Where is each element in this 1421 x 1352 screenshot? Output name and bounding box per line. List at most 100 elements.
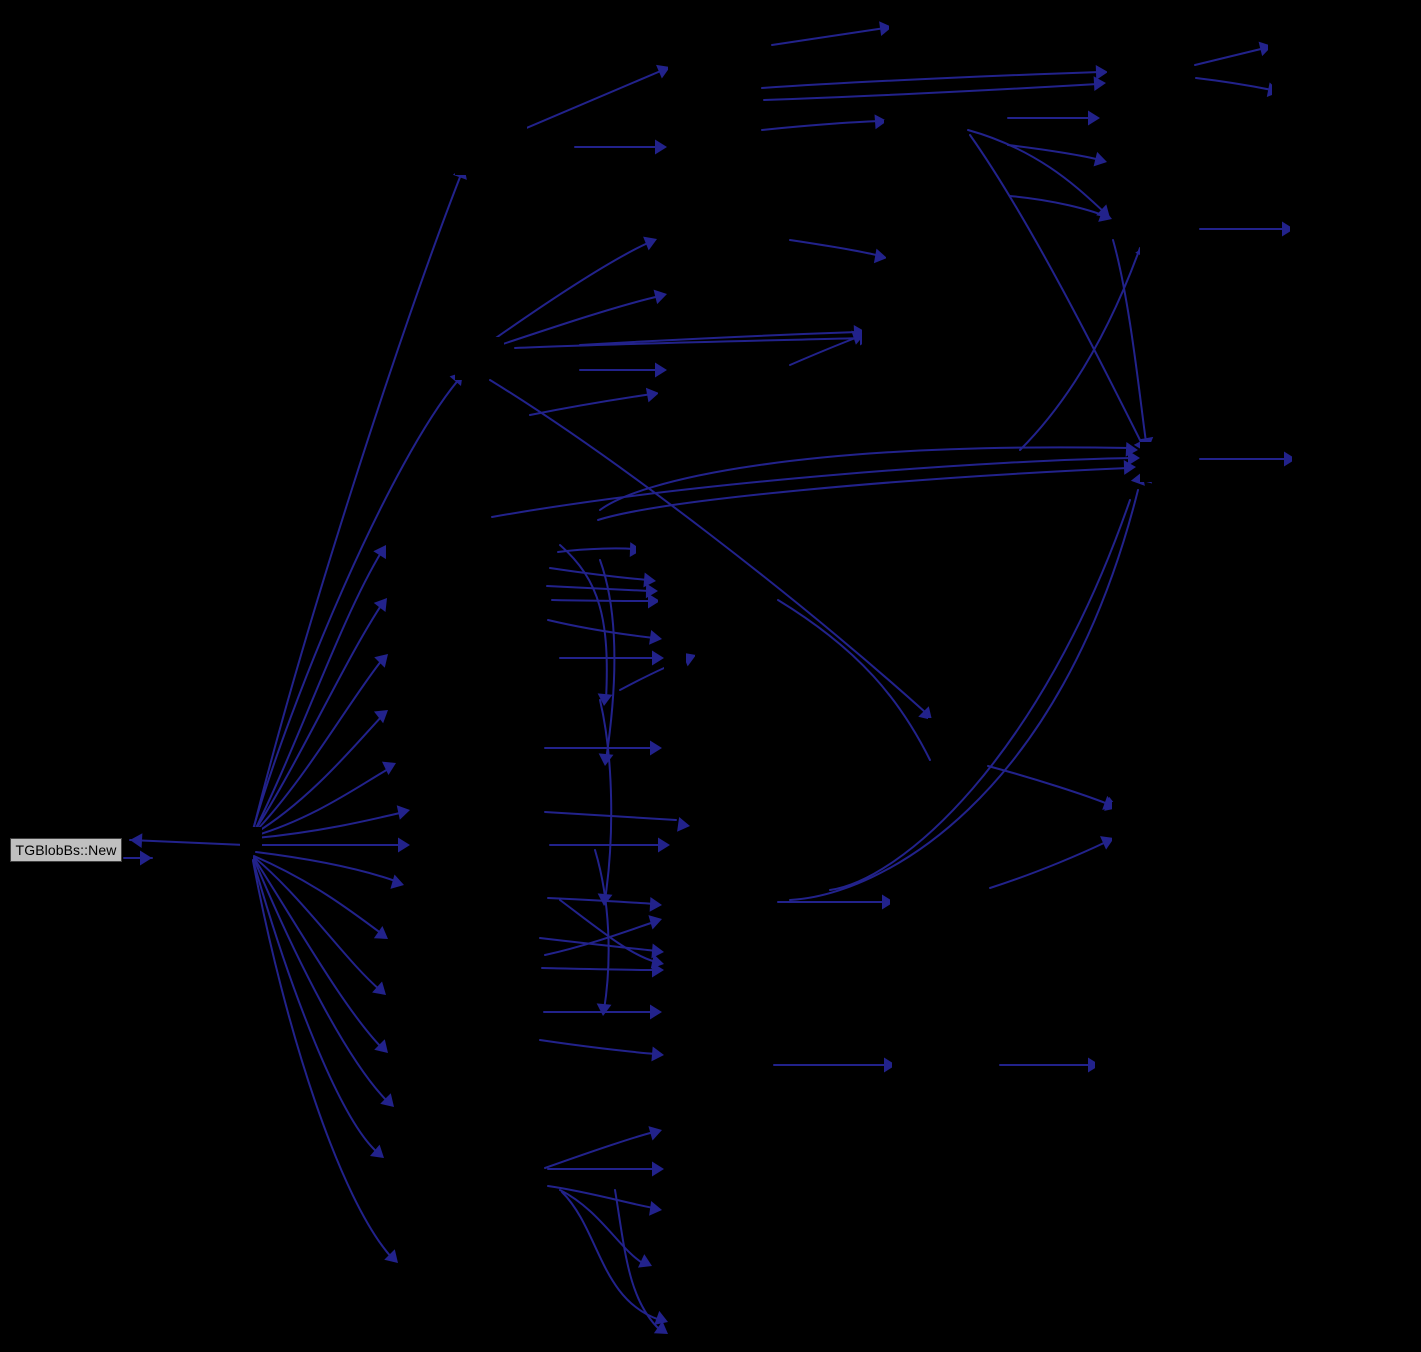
- graph-edge: [253, 767, 391, 837]
- graph-node-hidden[interactable]: [482, 337, 504, 357]
- graph-node-hidden[interactable]: [1100, 112, 1122, 132]
- graph-node-hidden[interactable]: [695, 655, 717, 675]
- edge-arrowhead: [637, 1254, 652, 1268]
- edge-arrowhead: [1095, 64, 1108, 80]
- graph-node-hidden[interactable]: [695, 826, 717, 846]
- edge-arrowhead: [1093, 151, 1107, 167]
- graph-node-hidden[interactable]: [1140, 462, 1162, 482]
- graph-node-hidden[interactable]: [664, 652, 686, 672]
- edge-arrowhead: [643, 236, 657, 251]
- graph-edge: [771, 27, 886, 46]
- edge-arrowhead: [1125, 441, 1138, 457]
- graph-edge: [967, 129, 1105, 213]
- graph-edge: [789, 239, 881, 257]
- edge-arrowhead: [649, 1200, 662, 1216]
- graph-node-hidden[interactable]: [664, 1127, 686, 1147]
- graph-node-hidden[interactable]: [636, 543, 658, 563]
- graph-node-hidden[interactable]: [455, 360, 477, 380]
- edge-arrowhead: [373, 598, 387, 613]
- graph-node-hidden[interactable]: [664, 1050, 686, 1070]
- graph-node-hidden[interactable]: [1112, 212, 1134, 232]
- graph-node-hidden[interactable]: [668, 1318, 690, 1338]
- graph-node-hidden[interactable]: [890, 890, 912, 910]
- graph-edge: [252, 859, 379, 1154]
- graph-node-hidden[interactable]: [664, 1207, 686, 1227]
- graph-node-hidden[interactable]: [668, 288, 690, 308]
- graph-node-hidden[interactable]: [240, 827, 262, 847]
- graph-node-hidden[interactable]: [505, 125, 527, 145]
- graph-edge: [789, 336, 859, 366]
- graph-node-hidden[interactable]: [1290, 222, 1312, 242]
- edge-arrowhead: [655, 139, 667, 155]
- graph-node-hidden[interactable]: [886, 253, 908, 273]
- edge-arrowhead: [656, 64, 670, 79]
- graph-node-hidden[interactable]: [664, 968, 686, 988]
- graph-node-hidden[interactable]: [1107, 62, 1129, 82]
- graph-node-hidden[interactable]: [1268, 42, 1290, 62]
- edge-arrowhead: [1284, 451, 1296, 467]
- edge-arrowhead: [651, 943, 664, 959]
- edge-arrowhead: [1093, 76, 1106, 92]
- graph-edge: [544, 921, 655, 956]
- graph-node-hidden[interactable]: [664, 634, 686, 654]
- graph-node-hidden[interactable]: [668, 137, 690, 157]
- graph-node-tgblobbs-new[interactable]: TGBlobBs::New: [10, 838, 122, 862]
- graph-node-hidden[interactable]: [672, 948, 694, 968]
- graph-node-hidden[interactable]: [1107, 80, 1129, 100]
- graph-node-hidden[interactable]: [658, 390, 680, 410]
- graph-node-hidden[interactable]: [1112, 802, 1134, 822]
- graph-node-hidden[interactable]: [1140, 442, 1162, 462]
- edge-arrowhead: [1128, 450, 1140, 466]
- graph-edge: [1019, 247, 1141, 451]
- graph-node-hidden[interactable]: [664, 742, 686, 762]
- graph-node-hidden[interactable]: [658, 592, 680, 612]
- edge-arrowhead: [853, 324, 866, 340]
- graph-edge: [251, 171, 463, 836]
- graph-node-hidden[interactable]: [880, 338, 902, 358]
- graph-edge: [761, 120, 881, 131]
- graph-node-hidden[interactable]: [1140, 240, 1162, 260]
- graph-node-hidden[interactable]: [668, 60, 690, 80]
- graph-node-hidden[interactable]: [670, 841, 692, 861]
- graph-node-hidden[interactable]: [664, 902, 686, 922]
- graph-edge: [544, 811, 677, 821]
- edge-arrowhead: [374, 1039, 388, 1053]
- edge-arrowhead: [140, 850, 152, 866]
- graph-node-hidden[interactable]: [1095, 1055, 1117, 1075]
- graph-node-hidden[interactable]: [1292, 450, 1314, 470]
- graph-node-hidden[interactable]: [664, 1008, 686, 1028]
- edge-arrowhead: [650, 954, 664, 969]
- edge-arrowhead: [658, 837, 670, 853]
- edge-arrowhead: [651, 1046, 664, 1062]
- graph-edge: [489, 379, 926, 713]
- graph-edge: [1195, 77, 1273, 91]
- graph-node-hidden[interactable]: [928, 718, 950, 738]
- graph-node-hidden[interactable]: [664, 1165, 686, 1185]
- edge-arrowhead: [1088, 1057, 1100, 1073]
- graph-edge: [597, 467, 1129, 521]
- graph-edge: [253, 715, 383, 835]
- graph-edge: [829, 499, 1131, 891]
- graph-node-hidden[interactable]: [884, 120, 906, 140]
- graph-node-hidden[interactable]: [1112, 832, 1134, 852]
- graph-edge: [547, 1185, 655, 1209]
- graph-edge: [129, 839, 246, 846]
- edge-arrowhead: [398, 837, 410, 853]
- edge-arrowhead: [372, 981, 386, 995]
- graph-node-hidden[interactable]: [455, 155, 477, 175]
- graph-node-hidden[interactable]: [892, 1055, 914, 1075]
- edge-arrowhead: [1282, 221, 1294, 237]
- edge-arrowhead: [652, 650, 664, 666]
- edge-arrowhead: [130, 833, 143, 849]
- edge-arrowhead: [384, 1249, 398, 1263]
- graph-node-hidden[interactable]: [652, 1262, 674, 1282]
- graph-node-hidden[interactable]: [658, 235, 680, 255]
- graph-node-hidden[interactable]: [889, 19, 911, 39]
- graph-edge: [987, 765, 1109, 805]
- graph-edge: [969, 134, 1143, 445]
- graph-node-hidden[interactable]: [1107, 152, 1129, 172]
- graph-node-hidden[interactable]: [1272, 82, 1294, 102]
- graph-edge: [579, 331, 859, 346]
- edge-arrowhead: [597, 693, 613, 706]
